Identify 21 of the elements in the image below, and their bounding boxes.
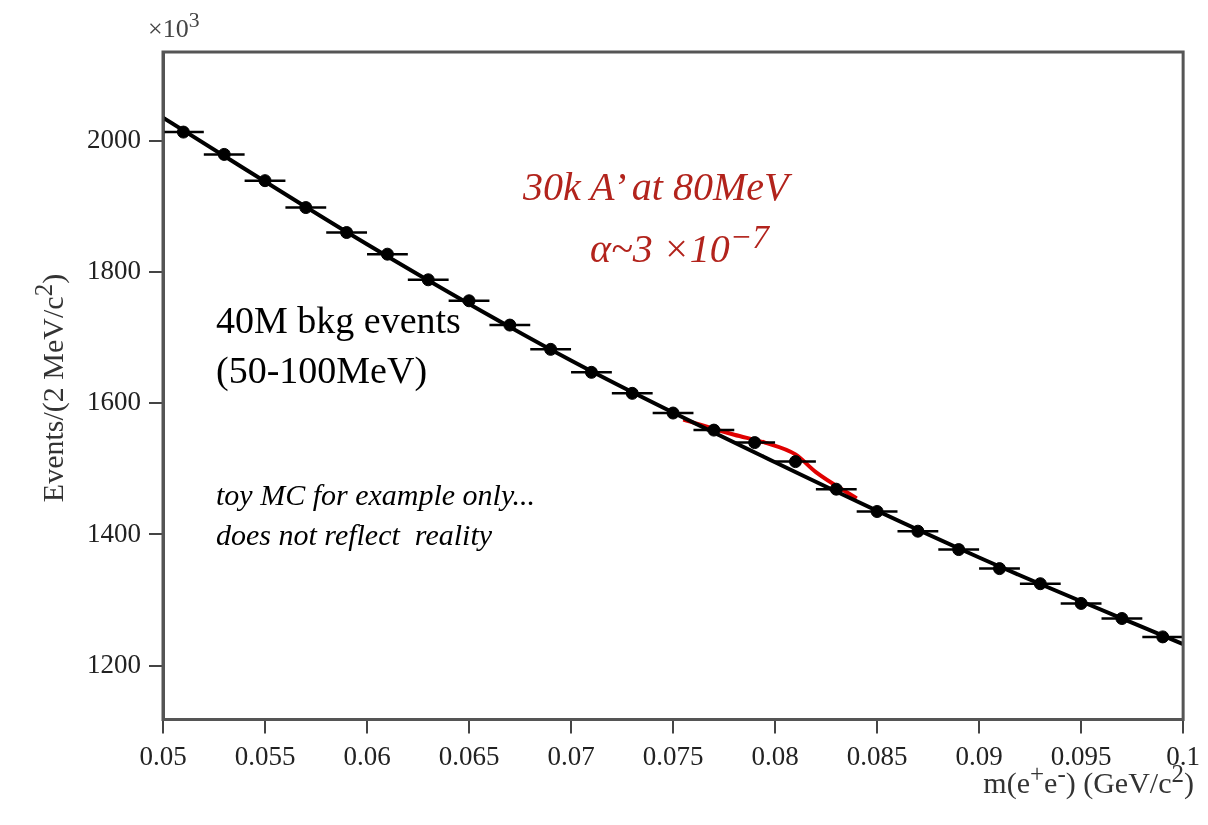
x-tick-label: 0.075 xyxy=(642,740,704,771)
annotation: α~3 ×10$^{−7}$ xyxy=(590,218,769,273)
x-tick-label: 0.065 xyxy=(438,740,500,771)
annotation: 40M bkg events xyxy=(216,298,461,342)
y-tick-label: 2000 xyxy=(87,123,141,154)
x-tick-label: 0.095 xyxy=(1050,740,1112,771)
annotation: does not reflect reality xyxy=(216,518,493,552)
y-tick-label: 1800 xyxy=(87,255,141,285)
line-series xyxy=(163,115,1184,647)
x-tick-label: 0.08 xyxy=(751,740,799,771)
y-tick-label: 1200 xyxy=(87,648,141,679)
x-tick-label: 0.055 xyxy=(234,740,296,771)
text: ×10$^{3}$ xyxy=(148,8,200,44)
x-tick-label: 0.06 xyxy=(343,740,391,771)
y-tick-label: 1600 xyxy=(87,386,141,417)
x-tick-label: 0.085 xyxy=(846,740,908,771)
annotation: (50-100MeV) xyxy=(216,348,428,392)
y-tick-label: 1400 xyxy=(87,517,141,548)
x-tick-label: 0.05 xyxy=(139,740,187,771)
x-tick-label: 0.07 xyxy=(547,740,595,771)
annotation: toy MC for example only... xyxy=(216,478,536,512)
